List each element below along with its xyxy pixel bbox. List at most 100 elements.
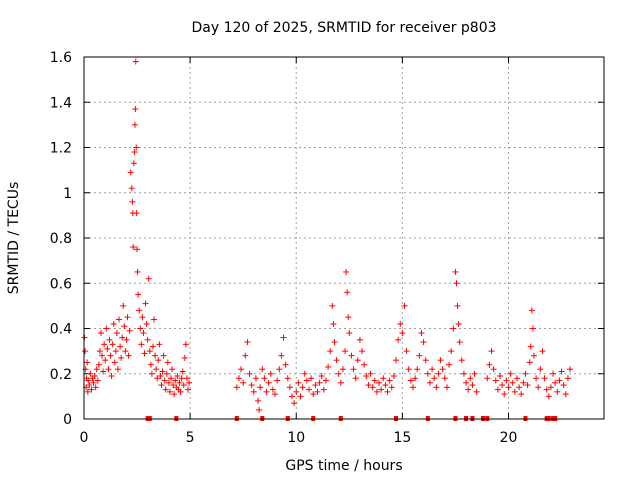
data-point	[420, 339, 427, 346]
data-point	[149, 343, 156, 350]
data-point	[141, 350, 148, 357]
data-point	[133, 144, 140, 151]
data-point	[303, 377, 310, 384]
data-point	[156, 341, 163, 348]
data-point	[138, 341, 145, 348]
data-point	[183, 375, 190, 382]
data-point	[269, 386, 276, 393]
data-point	[171, 391, 178, 398]
data-point	[162, 386, 169, 393]
data-point	[118, 354, 125, 361]
data-point	[95, 361, 102, 368]
data-point	[505, 384, 512, 391]
data-point	[145, 275, 152, 282]
data-point	[422, 357, 429, 364]
data-point	[168, 375, 175, 382]
data-point	[134, 268, 141, 275]
data-point	[128, 185, 135, 192]
data-point	[539, 348, 546, 355]
x-axis-title: GPS time / hours	[285, 458, 402, 474]
y-tick-label: 0.6	[50, 276, 72, 292]
data-point	[567, 366, 574, 373]
data-point	[356, 336, 363, 343]
data-point	[342, 348, 349, 355]
data-point	[127, 169, 134, 176]
data-point	[101, 341, 108, 348]
x-tick-label: 5	[186, 430, 195, 446]
data-point	[354, 357, 361, 364]
data-point	[246, 370, 253, 377]
data-point	[547, 384, 554, 391]
plot-frame	[83, 56, 605, 420]
data-point	[276, 366, 283, 373]
data-point	[104, 345, 111, 352]
data-point	[488, 348, 495, 355]
data-point	[473, 388, 480, 395]
x-tick-label: 0	[80, 430, 89, 446]
data-point	[123, 336, 130, 343]
data-point	[169, 366, 176, 373]
data-point	[452, 268, 459, 275]
data-point	[426, 379, 433, 386]
data-point	[530, 352, 537, 359]
data-point	[186, 379, 193, 386]
data-point	[376, 379, 383, 386]
data-point	[255, 397, 262, 404]
data-point	[242, 352, 249, 359]
data-point	[180, 382, 187, 389]
data-point	[293, 388, 300, 395]
data-point	[265, 379, 272, 386]
data-point	[424, 370, 431, 377]
y-tick-label: 0	[63, 412, 72, 428]
data-point	[117, 343, 124, 350]
data-point	[465, 386, 472, 393]
data-point	[378, 386, 385, 393]
data-point	[527, 343, 534, 350]
data-point	[386, 377, 393, 384]
data-point	[518, 391, 525, 398]
data-point	[130, 160, 137, 167]
data-point	[499, 382, 506, 389]
data-point	[256, 406, 263, 413]
data-point	[182, 341, 189, 348]
data-point	[250, 388, 257, 395]
data-point	[93, 366, 100, 373]
data-point	[295, 379, 302, 386]
data-point	[541, 375, 548, 382]
data-point	[513, 375, 520, 382]
data-point	[467, 375, 474, 382]
data-point	[119, 334, 126, 341]
data-point	[299, 384, 306, 391]
data-point	[545, 393, 552, 400]
data-point	[390, 373, 397, 380]
data-point	[139, 314, 146, 321]
data-point	[125, 352, 132, 359]
data-point	[437, 357, 444, 364]
data-point	[82, 348, 89, 355]
data-point	[96, 348, 103, 355]
data-point	[456, 339, 463, 346]
data-point	[166, 388, 173, 395]
data-point	[233, 384, 240, 391]
data-point	[337, 379, 344, 386]
data-point	[131, 121, 138, 128]
data-point	[403, 348, 410, 355]
data-point	[522, 370, 529, 377]
data-point	[137, 325, 144, 332]
data-point	[509, 379, 516, 386]
data-point	[160, 352, 167, 359]
data-point	[103, 325, 110, 332]
data-point	[520, 379, 527, 386]
data-point	[348, 352, 355, 359]
data-point	[144, 336, 151, 343]
y-tick-label: 0.2	[50, 367, 72, 383]
data-point	[543, 386, 550, 393]
data-point	[327, 348, 334, 355]
data-point	[335, 370, 342, 377]
data-point	[384, 388, 391, 395]
y-tick-label: 1	[63, 186, 72, 202]
data-point	[325, 363, 332, 370]
data-point	[363, 373, 370, 380]
data-point	[373, 388, 380, 395]
